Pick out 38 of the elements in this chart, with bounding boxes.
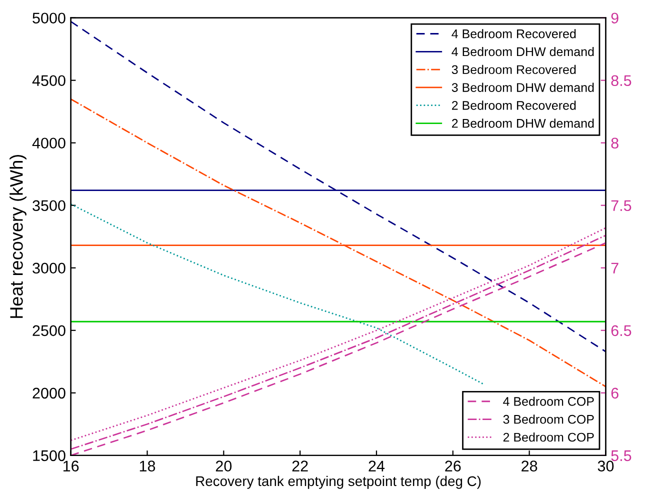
x-tick-label: 28 — [522, 460, 538, 472]
x-tick-label: 22 — [292, 460, 308, 472]
y2-tick-label: 8.5 — [611, 75, 632, 86]
legend-label: 2 Bedroom Recovered — [452, 100, 576, 110]
y-tick-label: 5000 — [32, 12, 66, 24]
legend-label: 3 Bedroom DHW demand — [452, 82, 594, 92]
x-tick-label: 20 — [216, 460, 232, 472]
y2-tick-label: 9 — [611, 12, 618, 24]
legend-label: 4 Bedroom COP — [503, 396, 594, 406]
legend-label: 2 Bedroom COP — [503, 432, 594, 442]
y-tick-label: 1500 — [33, 450, 66, 462]
y2-tick-label: 7.5 — [611, 200, 632, 212]
y2-tick-label: 5.5 — [611, 450, 632, 462]
x-tick-label: 26 — [445, 460, 461, 472]
line-series — [70, 20, 606, 352]
x-tick-label: 24 — [368, 460, 385, 472]
y-tick-label: 4500 — [32, 75, 66, 86]
legend-label: 3 Bedroom COP — [503, 414, 594, 424]
line-series — [70, 98, 606, 388]
legend-label: 4 Bedroom DHW demand — [452, 46, 594, 56]
x-tick-label: 16 — [64, 460, 79, 472]
y-tick-label: 3000 — [32, 262, 66, 274]
y-tick-label: 2000 — [32, 388, 66, 399]
x-axis-title: Recovery tank emptying setpoint temp (deg C) — [196, 476, 481, 489]
y-tick-label: 3500 — [32, 200, 66, 212]
y-axis-title: Heat recovery (kWh) — [10, 154, 26, 318]
x-tick-label: 18 — [140, 460, 156, 472]
x-tick-label: 30 — [598, 460, 614, 472]
y2-tick-label: 8 — [611, 138, 618, 149]
y-tick-label: 4000 — [32, 138, 66, 149]
y2-tick-label: 7 — [611, 262, 618, 274]
legend-label: 3 Bedroom Recovered — [452, 64, 576, 74]
legend-label: 4 Bedroom Recovered — [452, 29, 576, 38]
y2-tick-label: 6 — [611, 388, 618, 399]
y-tick-label: 2500 — [32, 325, 66, 336]
line-series — [70, 203, 484, 385]
y2-tick-label: 6.5 — [611, 325, 632, 336]
legend-label: 2 Bedroom DHW demand — [452, 118, 594, 128]
